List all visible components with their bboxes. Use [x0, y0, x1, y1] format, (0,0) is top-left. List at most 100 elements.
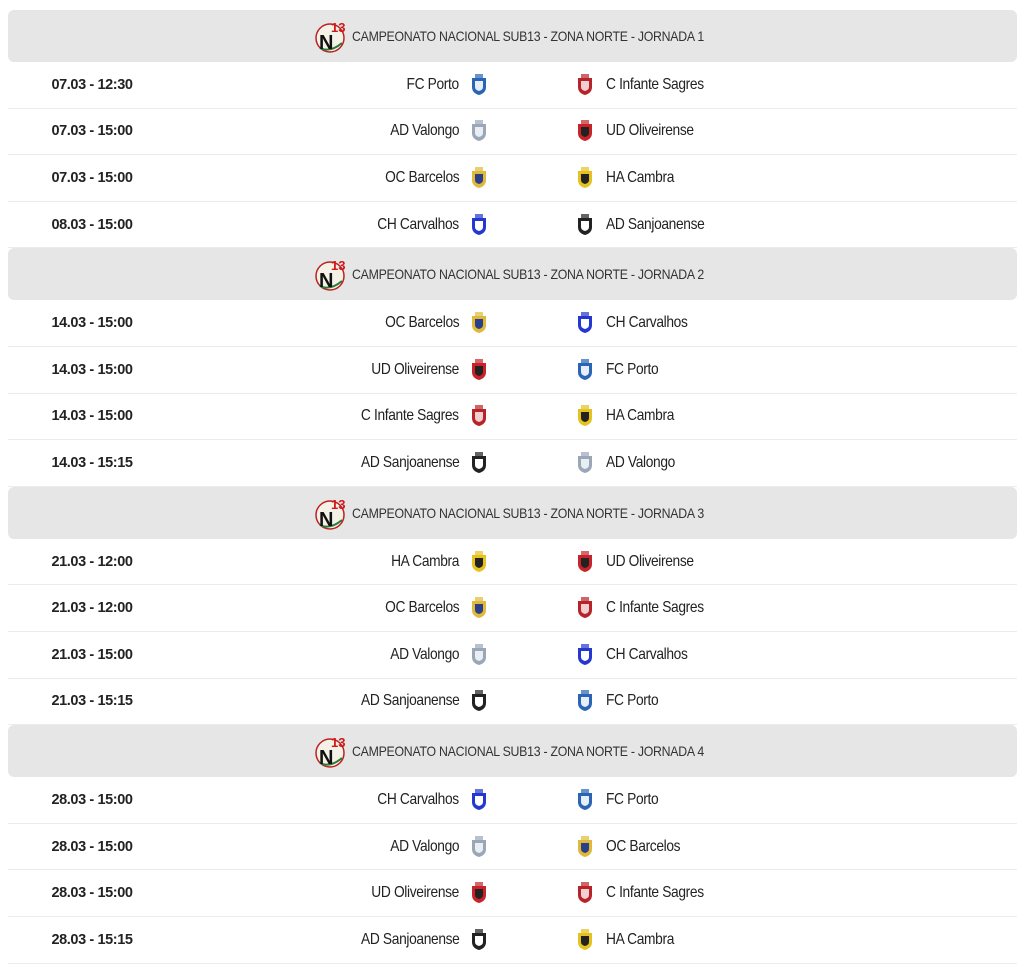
match-time: 28.03 - 15:00 — [51, 838, 133, 855]
away-team-crest-icon — [578, 643, 592, 665]
home-team-crest-icon — [472, 690, 486, 712]
away-team-name: UD Oliveirense — [606, 122, 694, 140]
match-row[interactable]: 21.03 - 15:15 AD Sanjoanense FC Porto — [8, 679, 1017, 726]
match-row[interactable]: 28.03 - 15:00 CH Carvalhos FC Porto — [8, 777, 1017, 824]
match-row[interactable]: 21.03 - 12:00 HA Cambra UD Oliveirense — [8, 539, 1017, 586]
competition-logo-icon: N 13 — [314, 20, 345, 53]
svg-text:N: N — [319, 270, 333, 291]
match-time: 14.03 - 15:00 — [51, 408, 133, 425]
away-team-name: AD Valongo — [606, 453, 675, 471]
match-row[interactable]: 28.03 - 15:15 AD Sanjoanense HA Cambra — [8, 917, 1017, 964]
away-team-name: CH Carvalhos — [606, 645, 688, 663]
away-team-crest-icon — [578, 928, 592, 950]
away-team-crest-icon — [578, 312, 592, 334]
away-team-name: OC Barcelos — [606, 837, 681, 855]
home-team-crest-icon — [472, 120, 486, 142]
match-row[interactable]: 21.03 - 12:00 OC Barcelos C Infante Sagre… — [8, 585, 1017, 632]
home-team-name: C Infante Sagres — [361, 407, 459, 425]
match-time: 14.03 - 15:15 — [51, 454, 133, 471]
round-title: CAMPEONATO NACIONAL SUB13 - ZONA NORTE -… — [351, 28, 704, 44]
away-team-crest-icon — [578, 882, 592, 904]
match-row[interactable]: 07.03 - 12:30 FC Porto C Infante Sagres — [8, 62, 1017, 109]
svg-text:13: 13 — [331, 497, 345, 512]
away-team-crest-icon — [578, 451, 592, 473]
home-team-crest-icon — [472, 451, 486, 473]
away-team-crest-icon — [578, 835, 592, 857]
away-team-crest-icon — [578, 166, 592, 188]
away-team-crest-icon — [578, 73, 592, 95]
home-team-name: CH Carvalhos — [377, 790, 459, 808]
svg-text:N: N — [319, 747, 333, 768]
away-team-crest-icon — [578, 405, 592, 427]
away-team-name: C Infante Sagres — [606, 884, 704, 902]
home-team-name: OC Barcelos — [384, 168, 460, 186]
match-row[interactable]: 28.03 - 15:00 AD Valongo OC Barcelos — [8, 824, 1017, 871]
match-row[interactable]: 07.03 - 15:00 AD Valongo UD Oliveirense — [8, 109, 1017, 156]
away-team-crest-icon — [578, 550, 592, 572]
svg-text:N: N — [319, 509, 333, 530]
home-team-name: AD Sanjoanense — [360, 930, 460, 948]
home-team-crest-icon — [472, 643, 486, 665]
away-team-name: HA Cambra — [606, 407, 675, 425]
away-team-name: FC Porto — [606, 360, 659, 378]
round-header: N 13 CAMPEONATO NACIONAL SUB13 - ZONA NOR… — [8, 486, 1017, 539]
away-team-crest-icon — [578, 788, 592, 810]
match-time: 28.03 - 15:15 — [51, 931, 133, 948]
away-team-name: C Infante Sagres — [606, 599, 704, 617]
match-row[interactable]: 21.03 - 15:00 AD Valongo CH Carvalhos — [8, 632, 1017, 679]
match-time: 28.03 - 15:00 — [51, 791, 133, 808]
svg-text:13: 13 — [331, 735, 345, 750]
home-team-name: CH Carvalhos — [377, 215, 459, 233]
home-team-crest-icon — [472, 405, 486, 427]
competition-logo-icon: N 13 — [314, 497, 345, 530]
home-team-crest-icon — [472, 73, 486, 95]
away-team-name: UD Oliveirense — [606, 552, 694, 570]
match-time: 28.03 - 15:00 — [51, 885, 133, 902]
match-time: 14.03 - 15:00 — [51, 361, 133, 378]
away-team-name: HA Cambra — [606, 168, 675, 186]
match-time: 08.03 - 15:00 — [51, 216, 133, 233]
home-team-crest-icon — [472, 213, 486, 235]
match-time: 21.03 - 15:15 — [51, 693, 133, 710]
home-team-name: UD Oliveirense — [371, 360, 459, 378]
home-team-crest-icon — [472, 597, 486, 619]
match-row[interactable]: 28.03 - 15:00 UD Oliveirense C Infante Sa… — [8, 870, 1017, 917]
home-team-name: UD Oliveirense — [371, 884, 459, 902]
home-team-name: AD Sanjoanense — [360, 453, 460, 471]
round-title: CAMPEONATO NACIONAL SUB13 - ZONA NORTE -… — [351, 504, 704, 521]
home-team-crest-icon — [472, 835, 486, 857]
match-time: 21.03 - 15:00 — [51, 646, 133, 663]
match-time: 21.03 - 12:00 — [51, 553, 133, 570]
match-row[interactable]: 14.03 - 15:15 AD Sanjoanense AD Valongo — [8, 440, 1017, 487]
away-team-crest-icon — [578, 120, 592, 142]
match-time: 21.03 - 12:00 — [51, 600, 133, 617]
match-row[interactable]: 14.03 - 15:00 UD Oliveirense FC Porto — [8, 347, 1017, 394]
round-header: N 13 CAMPEONATO NACIONAL SUB13 - ZONA NOR… — [8, 248, 1017, 301]
match-row[interactable]: 14.03 - 15:00 OC Barcelos CH Carvalhos — [8, 300, 1017, 347]
match-time: 07.03 - 12:30 — [51, 76, 133, 93]
home-team-crest-icon — [472, 928, 486, 950]
home-team-crest-icon — [472, 882, 486, 904]
away-team-name: C Infante Sagres — [606, 75, 704, 93]
round-title: CAMPEONATO NACIONAL SUB13 - ZONA NORTE -… — [351, 743, 704, 760]
home-team-crest-icon — [472, 166, 486, 188]
away-team-name: HA Cambra — [606, 930, 675, 948]
match-row[interactable]: 07.03 - 15:00 OC Barcelos HA Cambra — [8, 155, 1017, 202]
home-team-name: AD Valongo — [390, 122, 459, 140]
match-row[interactable]: 14.03 - 15:00 C Infante Sagres HA Cambra — [8, 394, 1017, 441]
fixtures-list: N 13 CAMPEONATO NACIONAL SUB13 - ZONA NOR… — [8, 10, 1017, 964]
home-team-crest-icon — [472, 358, 486, 380]
home-team-name: AD Valongo — [390, 837, 459, 855]
away-team-name: AD Sanjoanense — [606, 215, 705, 233]
away-team-name: FC Porto — [606, 790, 659, 808]
svg-text:13: 13 — [331, 258, 345, 273]
round-header: N 13 CAMPEONATO NACIONAL SUB13 - ZONA NOR… — [8, 725, 1017, 778]
home-team-name: AD Sanjoanense — [360, 692, 460, 710]
away-team-name: CH Carvalhos — [606, 314, 688, 332]
away-team-crest-icon — [578, 358, 592, 380]
svg-text:13: 13 — [331, 20, 345, 35]
match-time: 07.03 - 15:00 — [51, 169, 133, 186]
home-team-crest-icon — [472, 788, 486, 810]
match-row[interactable]: 08.03 - 15:00 CH Carvalhos AD Sanjoanense — [8, 202, 1017, 249]
home-team-name: FC Porto — [406, 75, 460, 93]
